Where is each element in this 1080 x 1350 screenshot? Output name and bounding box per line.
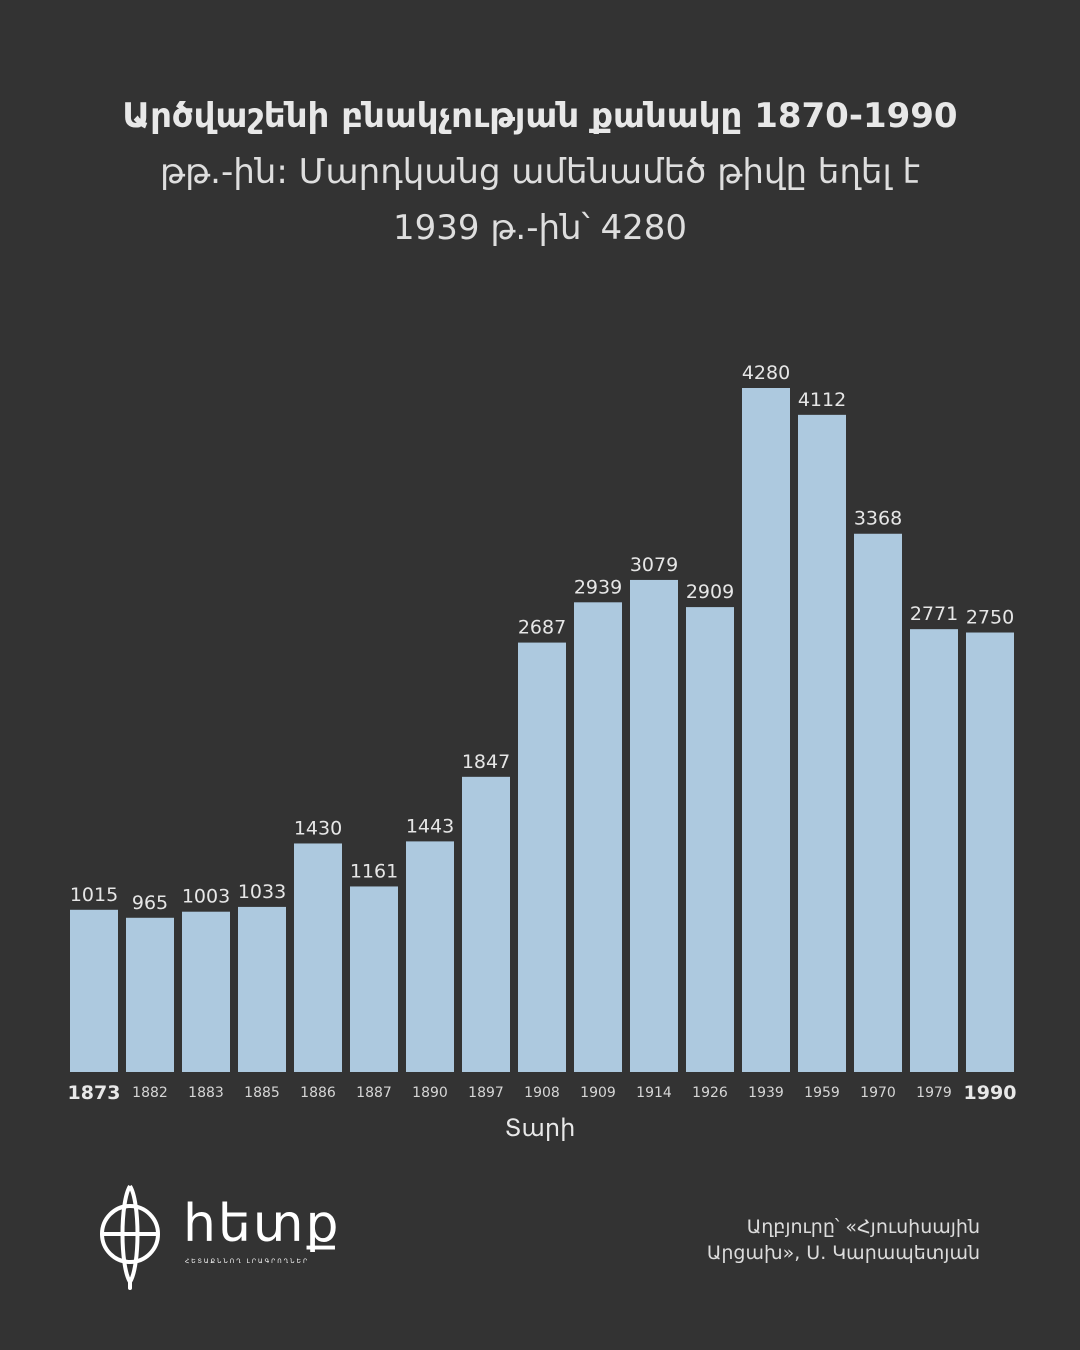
- tick-label-1909: 1909: [580, 1085, 616, 1101]
- title-line-1: Արծվաշենի բնակչության քանակը 1870-1990: [122, 96, 958, 136]
- source-line-1: Աղբյուրը՝ «Հյուսիսային: [746, 1216, 980, 1238]
- bar-chart: 1015 1873 965 1882 1003 1883 1033 1885 1430 1886 1…: [68, 362, 1017, 1142]
- data-label-1970: 3368: [854, 508, 902, 530]
- tick-label-1914: 1914: [636, 1085, 672, 1101]
- logo-wordmark: hետք: [183, 1194, 341, 1254]
- bar-1882: [126, 917, 174, 1072]
- tick-label-1886: 1886: [300, 1085, 336, 1101]
- bar-1979: [910, 629, 958, 1072]
- data-label-1909: 2939: [574, 576, 622, 598]
- bar-1959: [798, 414, 846, 1072]
- bar-1970: [854, 533, 902, 1072]
- data-label-1882: 965: [132, 892, 168, 914]
- tick-label-1939: 1939: [748, 1085, 784, 1101]
- data-label-1926: 2909: [686, 581, 734, 603]
- tick-label-1885: 1885: [244, 1085, 280, 1101]
- bar-1990: [966, 632, 1014, 1072]
- bar-1873: [70, 909, 118, 1072]
- bar-1886: [294, 843, 342, 1072]
- chart-title: Արծվաշենի բնակչության քանակը 1870-1990 թ…: [40, 88, 1040, 256]
- bar-1914: [630, 579, 678, 1072]
- tick-label-1882: 1882: [132, 1085, 168, 1101]
- data-label-1887: 1161: [350, 860, 398, 882]
- tick-label-1908: 1908: [524, 1085, 560, 1101]
- data-label-1897: 1847: [462, 751, 510, 773]
- tick-label-1959: 1959: [804, 1085, 840, 1101]
- tick-label-1873: 1873: [68, 1082, 121, 1104]
- bar-1908: [518, 642, 566, 1072]
- x-axis-label: Տարի: [505, 1114, 576, 1142]
- source-note: Աղբյուրը՝ «Հյուսիսային Արցախ», Ս. Կարապե…: [640, 1214, 980, 1266]
- tick-label-1970: 1970: [860, 1085, 896, 1101]
- bar-1890: [406, 841, 454, 1072]
- logo-tagline: ՀԵՏԱՔՆՆՈՂ ԼՐԱԳՐՈՂՆԵՐ: [185, 1258, 310, 1265]
- title-line-2: թթ.-ին: Մարդկանց ամենամեծ թիվը եղել է: [159, 152, 921, 192]
- source-line-2: Արցախ», Ս. Կարապետյան: [706, 1242, 980, 1264]
- bar-1909: [574, 602, 622, 1072]
- data-label-1883: 1003: [182, 886, 230, 908]
- data-label-1890: 1443: [406, 815, 454, 837]
- tick-label-1926: 1926: [692, 1085, 728, 1101]
- data-label-1959: 4112: [798, 389, 846, 411]
- data-label-1939: 4280: [742, 362, 790, 384]
- data-label-1886: 1430: [294, 817, 342, 839]
- bar-1926: [686, 607, 734, 1072]
- tick-label-1883: 1883: [188, 1085, 224, 1101]
- bar-1885: [238, 906, 286, 1072]
- bar-1939: [742, 388, 790, 1072]
- tick-label-1890: 1890: [412, 1085, 448, 1101]
- data-label-1990: 2750: [966, 607, 1014, 629]
- tick-label-1990: 1990: [964, 1082, 1017, 1104]
- data-label-1979: 2771: [910, 603, 958, 625]
- data-label-1873: 1015: [70, 884, 118, 906]
- globe-logo-icon: [100, 1184, 160, 1290]
- bar-1887: [350, 886, 398, 1072]
- tick-label-1979: 1979: [916, 1085, 952, 1101]
- bar-1883: [182, 911, 230, 1072]
- tick-label-1887: 1887: [356, 1085, 392, 1101]
- data-label-1908: 2687: [518, 617, 566, 639]
- hetq-logo[interactable]: hետք ՀԵՏԱՔՆՆՈՂ ԼՐԱԳՐՈՂՆԵՐ: [98, 1182, 358, 1292]
- data-label-1885: 1033: [238, 881, 286, 903]
- tick-label-1897: 1897: [468, 1085, 504, 1101]
- data-label-1914: 3079: [630, 554, 678, 576]
- title-line-3: 1939 թ.-ին՝ 4280: [392, 208, 688, 248]
- bar-1897: [462, 776, 510, 1072]
